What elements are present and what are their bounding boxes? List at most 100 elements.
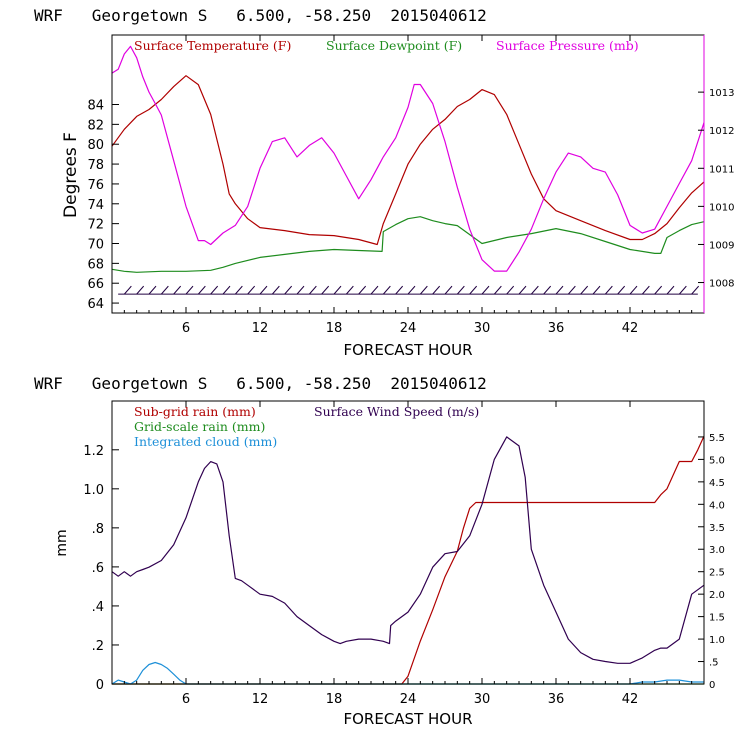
x-tick-label: 24 — [400, 692, 417, 707]
wind-barb — [148, 285, 157, 295]
x-tick-label: 30 — [474, 692, 491, 707]
y-tick-label: .8 — [92, 522, 104, 537]
legend-gridscale-rain: Grid-scale rain (mm) — [134, 419, 265, 434]
wind-barb — [506, 285, 515, 295]
wind-barb — [284, 285, 293, 295]
y2-tick-label: 1.5 — [709, 613, 725, 624]
wind-barb — [629, 285, 638, 295]
y-tick-label: 72 — [87, 218, 104, 233]
top-y-axis-label: Degrees F — [61, 132, 81, 218]
wind-barb — [456, 285, 465, 295]
wind-barb — [678, 285, 687, 295]
wind-barb — [691, 285, 700, 295]
top-chart-title: WRF Georgetown S 6.500, -58.250 20150406… — [34, 6, 487, 25]
wind-barb — [271, 285, 280, 295]
wind-barb — [382, 285, 391, 295]
wind-barb — [395, 285, 404, 295]
wind-barb — [185, 285, 194, 295]
y-tick-label: 70 — [87, 238, 104, 253]
x-tick-label: 24 — [400, 321, 417, 336]
y2-tick-label: 1010 — [709, 202, 734, 213]
wind-barb — [617, 285, 626, 295]
wind-barb — [160, 285, 169, 295]
y2-tick-label: 1009 — [709, 240, 734, 251]
integrated-cloud-line — [111, 661, 704, 685]
wind-barb — [197, 285, 206, 295]
wind-barb — [407, 285, 416, 295]
wind-barb — [543, 285, 552, 295]
y-tick-label: 76 — [87, 178, 104, 193]
x-tick-label: 30 — [474, 321, 491, 336]
y-tick-label: 80 — [87, 138, 104, 153]
wind-barb — [654, 285, 663, 295]
y-tick-label: .4 — [92, 600, 104, 615]
x-tick-label: 36 — [548, 321, 565, 336]
bottom-x-axis-label: FORECAST HOUR — [343, 710, 472, 728]
wind-barb — [555, 285, 564, 295]
y-tick-label: 74 — [87, 198, 104, 213]
x-tick-label: 42 — [622, 692, 639, 707]
wind-barb — [592, 285, 601, 295]
y-tick-label: 0 — [96, 678, 104, 693]
bottom-chart-title: WRF Georgetown S 6.500, -58.250 20150406… — [34, 374, 487, 393]
wind-barb — [210, 285, 219, 295]
wind-barb — [641, 285, 650, 295]
y2-tick-label: 0 — [709, 680, 715, 691]
y-tick-label: .2 — [92, 639, 104, 654]
x-tick-label: 18 — [326, 692, 343, 707]
legend-temperature: Surface Temperature (F) — [134, 38, 291, 53]
bottom-y-axis-label: mm — [54, 529, 70, 556]
y2-tick-label: 2.0 — [709, 590, 725, 601]
temperature-panel: 6 12 18 24 30 36 42 64 66 68 70 72 74 76 78 80 82 84 100… — [61, 34, 734, 359]
wind-barb — [247, 285, 256, 295]
wind-barbs — [118, 285, 700, 295]
wind-barb — [567, 285, 576, 295]
surface-temperature-line — [111, 75, 705, 246]
wind-barb — [580, 285, 589, 295]
wind-barb — [493, 285, 502, 295]
y-tick-label: 84 — [87, 99, 104, 114]
top-x-axis-label: FORECAST HOUR — [343, 341, 472, 359]
legend-pressure: Surface Pressure (mb) — [496, 38, 639, 53]
y-tick-label: 1.2 — [83, 444, 104, 459]
y2-tick-label: 1.0 — [709, 635, 725, 646]
y2-tick-label: 2.5 — [709, 568, 725, 579]
x-tick-label: 6 — [182, 321, 190, 336]
x-tick-label: 36 — [548, 692, 565, 707]
wind-barb — [296, 285, 305, 295]
wind-barb — [222, 285, 231, 295]
y2-tick-label: 4.0 — [709, 500, 725, 511]
x-tick-label: 42 — [622, 321, 639, 336]
y2-tick-label: 1008 — [709, 279, 734, 290]
wind-barb — [321, 285, 330, 295]
y2-tick-label: 3.5 — [709, 523, 725, 534]
y-tick-label: 64 — [87, 297, 104, 312]
y-tick-label: 78 — [87, 158, 104, 173]
wind-barb — [234, 285, 243, 295]
y2-tick-label: 3.0 — [709, 545, 725, 556]
wind-barb — [136, 285, 145, 295]
wind-barb — [432, 285, 441, 295]
y2-tick-label: 1012 — [709, 126, 734, 137]
legend-wind-speed: Surface Wind Speed (m/s) — [314, 404, 479, 419]
y-tick-label: 1.0 — [83, 483, 104, 498]
wind-barb — [308, 285, 317, 295]
y-tick-label: 66 — [87, 277, 104, 292]
y-tick-label: .6 — [92, 561, 104, 576]
wind-barb — [259, 285, 268, 295]
wind-barb — [469, 285, 478, 295]
surface-dewpoint-line — [111, 216, 705, 273]
wind-barb — [345, 285, 354, 295]
y2-tick-label: 4.5 — [709, 478, 725, 489]
wind-barb — [123, 285, 132, 295]
wind-barb — [444, 285, 453, 295]
y2-tick-label: 5.5 — [709, 433, 725, 444]
wind-barb — [604, 285, 613, 295]
sub-grid-rain-line — [112, 435, 705, 685]
wind-barb — [173, 285, 182, 295]
wind-barb — [333, 285, 342, 295]
x-tick-label: 6 — [182, 692, 190, 707]
wind-barb — [358, 285, 367, 295]
y2-tick-label: 1013 — [709, 88, 734, 99]
